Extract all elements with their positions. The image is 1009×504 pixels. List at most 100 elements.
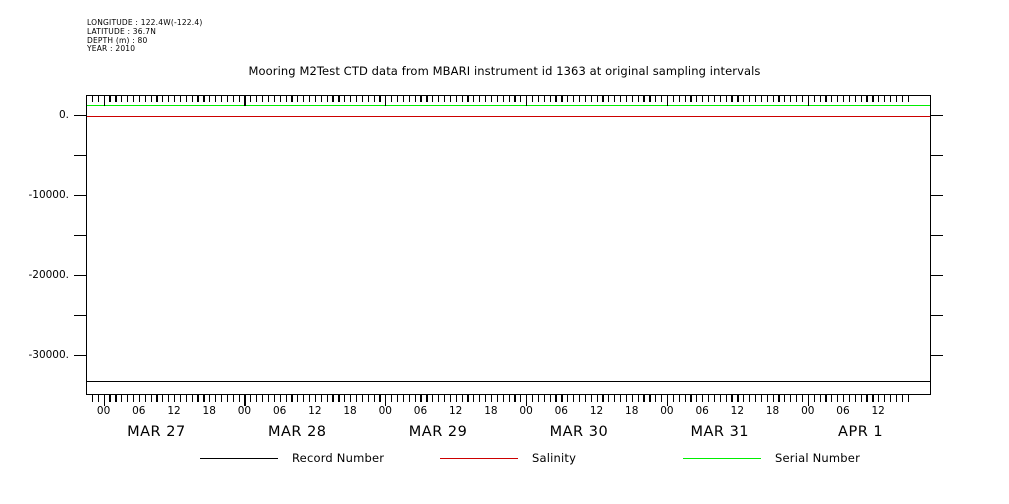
x-axis-minor-tick-bottom — [121, 395, 123, 402]
x-axis-minor-tick-top — [884, 95, 886, 102]
x-axis-minor-tick-bottom — [696, 395, 698, 402]
x-axis-minor-tick-bottom — [156, 395, 158, 402]
x-axis-minor-tick-bottom — [408, 395, 410, 402]
x-axis-minor-tick-bottom — [578, 395, 581, 402]
x-axis-minor-tick-top — [215, 95, 217, 102]
x-axis-minor-tick-bottom — [754, 395, 757, 402]
x-axis-hour-label: 18 — [484, 405, 498, 417]
x-axis-minor-tick-top — [766, 95, 768, 102]
x-axis-minor-tick-bottom — [367, 395, 369, 402]
y-axis-tick-major — [74, 355, 86, 357]
x-axis-minor-tick-bottom — [256, 395, 258, 402]
x-axis-hour-label: 06 — [695, 405, 709, 417]
x-axis-minor-tick-top — [273, 95, 275, 102]
x-axis-tick-bottom — [385, 395, 387, 406]
x-axis-minor-tick-bottom — [473, 395, 475, 402]
x-axis-minor-tick-bottom — [220, 395, 223, 402]
x-axis-minor-tick-bottom — [854, 395, 856, 402]
x-axis-minor-tick-top — [743, 95, 745, 102]
x-axis-tick-bottom — [209, 395, 211, 402]
x-axis-minor-tick-bottom — [361, 395, 363, 402]
x-axis-minor-tick-bottom — [203, 395, 205, 402]
x-axis-minor-tick-top — [127, 95, 129, 102]
x-axis-minor-tick-top — [537, 95, 540, 102]
x-axis-hour-label: 00 — [519, 405, 533, 417]
x-axis-minor-tick-bottom — [320, 395, 322, 402]
x-axis-minor-tick-bottom — [238, 395, 240, 402]
x-axis-minor-tick-bottom — [537, 395, 540, 402]
legend-color-swatch — [200, 457, 278, 459]
x-axis-tick-bottom — [490, 395, 493, 402]
x-axis-minor-tick-bottom — [438, 395, 440, 402]
y-axis-tick-right — [931, 275, 943, 277]
x-axis-minor-tick-top — [625, 95, 628, 102]
x-axis-tick-top — [420, 95, 422, 102]
x-axis-minor-tick-bottom — [819, 395, 821, 402]
x-axis-minor-tick-bottom — [719, 395, 721, 402]
x-axis-minor-tick-bottom — [291, 395, 293, 402]
x-axis-minor-tick-top — [531, 95, 534, 102]
x-axis-minor-tick-bottom — [185, 395, 187, 402]
x-axis-minor-tick-top — [696, 95, 698, 102]
legend-entry-salinity[interactable]: Salinity — [440, 447, 576, 469]
x-axis-minor-tick-top — [303, 95, 305, 102]
x-axis-minor-tick-bottom — [573, 395, 575, 402]
x-axis-minor-tick-top — [344, 95, 346, 102]
x-axis-minor-tick-bottom — [168, 395, 170, 402]
x-axis-minor-tick-bottom — [889, 395, 892, 402]
x-axis-day-label: MAR 31 — [690, 424, 750, 440]
x-axis-minor-tick-top — [426, 95, 428, 102]
x-axis-tick-top — [455, 95, 457, 102]
x-axis-minor-tick-bottom — [837, 395, 839, 402]
y-axis-tick-right — [931, 195, 943, 197]
x-axis-tick-bottom — [350, 395, 352, 402]
x-axis-minor-tick-top — [220, 95, 223, 102]
x-axis-minor-tick-top — [690, 95, 692, 102]
x-axis-tick-bottom — [138, 395, 140, 402]
y-axis-tick-major — [74, 115, 86, 117]
x-axis-minor-tick-bottom — [373, 395, 375, 402]
x-axis-minor-tick-bottom — [731, 395, 733, 402]
x-axis-minor-tick-top — [637, 95, 639, 102]
x-axis-tick-bottom — [279, 395, 281, 402]
x-axis-day-label: MAR 30 — [549, 424, 609, 440]
x-axis-minor-tick-top — [573, 95, 575, 102]
x-axis-minor-tick-bottom — [614, 395, 616, 402]
x-axis-minor-tick-top — [661, 95, 663, 102]
legend-entry-serial-number[interactable]: Serial Number — [683, 447, 860, 469]
x-axis-minor-tick-bottom — [743, 395, 745, 402]
x-axis-hour-label: 12 — [730, 405, 745, 417]
x-axis-minor-tick-bottom — [150, 395, 152, 402]
x-axis-minor-tick-bottom — [91, 395, 94, 402]
x-axis-minor-tick-top — [854, 95, 856, 102]
x-axis-tick-bottom — [666, 395, 669, 406]
x-axis-minor-tick-top — [754, 95, 757, 102]
x-axis-minor-tick-bottom — [549, 395, 551, 402]
x-axis-minor-tick-top — [514, 95, 516, 102]
legend-entry-record-number[interactable]: Record Number — [200, 447, 384, 469]
x-axis-minor-tick-bottom — [262, 395, 264, 402]
x-axis-minor-tick-top — [520, 95, 522, 102]
x-axis-minor-tick-top — [731, 95, 733, 102]
x-axis-minor-tick-top — [285, 95, 287, 102]
y-axis-tick-minor — [74, 155, 86, 157]
x-axis-minor-tick-top — [848, 95, 851, 102]
x-axis-hour-label: 12 — [308, 405, 322, 417]
x-axis-minor-tick-bottom — [661, 395, 663, 402]
x-axis-minor-tick-top — [408, 95, 410, 102]
y-axis-label: -30000. — [28, 349, 69, 361]
x-axis-minor-tick-top — [790, 95, 792, 102]
x-axis-minor-tick-bottom — [848, 395, 851, 402]
x-axis-tick-top — [103, 95, 105, 106]
y-axis-tick-major — [74, 195, 86, 197]
x-axis-minor-tick-bottom — [749, 395, 751, 402]
x-axis-minor-tick-top — [567, 95, 569, 102]
x-axis-tick-bottom — [772, 395, 774, 402]
x-axis-minor-tick-bottom — [449, 395, 451, 402]
x-axis-minor-tick-bottom — [713, 395, 716, 402]
x-axis-minor-tick-top — [91, 95, 94, 102]
x-axis-day-label: MAR 29 — [408, 424, 468, 440]
x-axis-minor-tick-top — [590, 95, 592, 102]
x-axis-minor-tick-bottom — [801, 395, 804, 402]
x-axis-minor-tick-top — [889, 95, 892, 102]
